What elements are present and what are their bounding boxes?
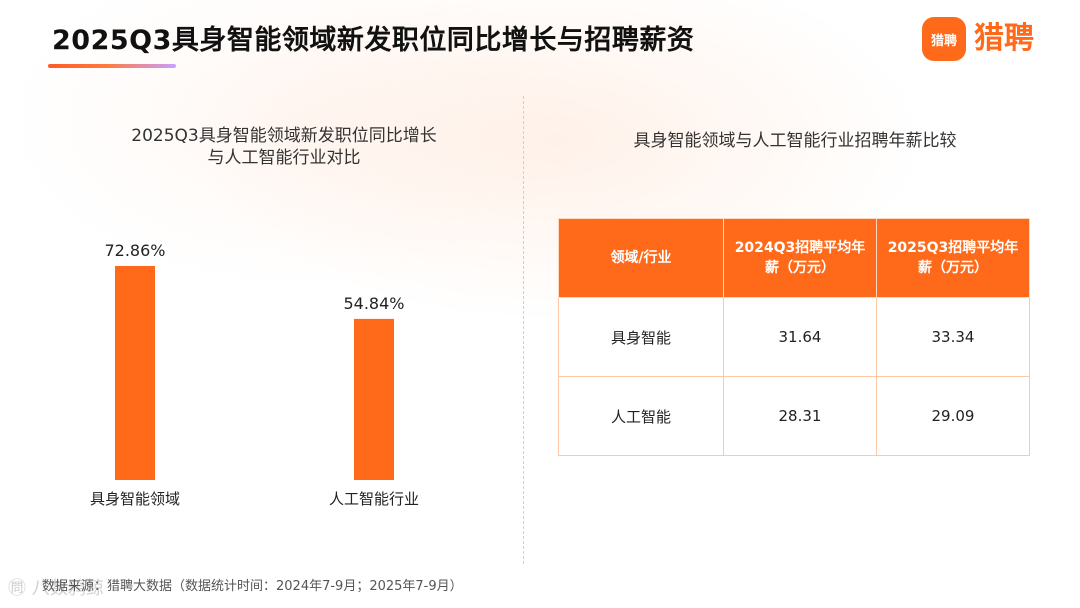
source-note: 数据来源：猎聘大数据（数据统计时间：2024年7-9月；2025年7-9月）	[42, 579, 463, 594]
row-label: 具身智能	[558, 297, 724, 377]
brand-logo: 猎聘 猎聘	[922, 17, 1052, 61]
bar-value-label: 72.86%	[104, 241, 165, 260]
header-cell-domain: 领域/行业	[558, 218, 724, 298]
logo-text: 猎聘	[974, 21, 1034, 56]
bar-1	[115, 265, 155, 480]
growth-bar-chart: 72.86% 具身智能领域 54.84% 人工智能行业	[90, 241, 419, 508]
title-underline	[48, 64, 176, 68]
cell-value: 31.64	[723, 297, 877, 377]
table-title: 具身智能领域与人工智能行业招聘年薪比较	[633, 131, 957, 151]
row-label: 人工智能	[558, 376, 724, 456]
category-label: 具身智能领域	[90, 490, 180, 508]
bar-2	[354, 318, 394, 480]
salary-table: 领域/行业 2024Q3招聘平均年薪（万元） 2025Q3招聘平均年薪（万元） …	[558, 218, 1030, 456]
table-header-row: 领域/行业 2024Q3招聘平均年薪（万元） 2025Q3招聘平均年薪（万元）	[558, 218, 1030, 298]
table-row: 具身智能 31.64 33.34	[558, 297, 1030, 377]
chart-title-line-1: 2025Q3具身智能领域新发职位同比增长	[131, 126, 437, 146]
page-title: 2025Q3具身智能领域新发职位同比增长与招聘薪资	[52, 25, 695, 56]
cell-value: 28.31	[723, 376, 877, 456]
table-row: 人工智能 28.31 29.09	[558, 376, 1030, 456]
panel-divider	[523, 96, 524, 564]
watermark: ㉄ 八数鸦鲸	[8, 578, 104, 599]
cell-value: 33.34	[876, 297, 1030, 377]
category-label: 人工智能行业	[329, 490, 419, 508]
chart-title: 2025Q3具身智能领域新发职位同比增长 与人工智能行业对比	[104, 125, 464, 169]
header-cell-2024: 2024Q3招聘平均年薪（万元）	[723, 218, 877, 298]
cell-value: 29.09	[876, 376, 1030, 456]
header-cell-2025: 2025Q3招聘平均年薪（万元）	[876, 218, 1030, 298]
logo-badge-icon: 猎聘	[922, 17, 966, 61]
bar-value-label: 54.84%	[343, 294, 404, 313]
chart-title-line-2: 与人工智能行业对比	[207, 148, 361, 168]
